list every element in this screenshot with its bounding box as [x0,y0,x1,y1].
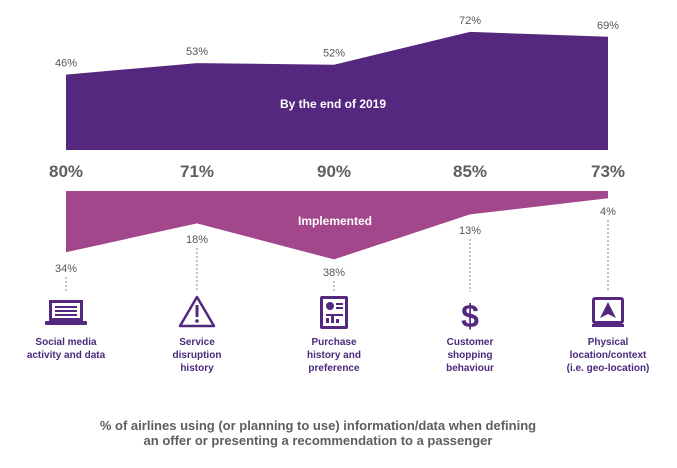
implemented-value-label: 18% [186,234,208,246]
implemented-label: Implemented [298,214,372,228]
warning-icon [178,295,216,328]
implemented-value-label: 38% [323,267,345,279]
svg-text:$: $ [461,298,479,334]
implemented-value-label: 4% [600,206,616,218]
implemented-value-label: 34% [55,263,77,275]
chart-caption: % of airlines using (or planning to use)… [100,418,536,448]
category-label: Physical location/context (i.e. geo-locati… [567,337,650,374]
plan-value-label: 72% [459,15,481,27]
laptop-icon [45,300,87,325]
category-label: Service disruption history [173,337,222,374]
plan-value-label: 52% [323,48,345,60]
category-label: Purchase history and preference [307,337,361,374]
total-label: 73% [591,162,625,181]
total-label: 85% [453,162,487,181]
plan-value-label: 53% [186,46,208,58]
category-label: Customer shopping behaviour [446,337,494,374]
total-label: 71% [180,162,214,181]
dollar-icon: $ [461,298,479,334]
category-label: Social media activity and data [27,337,106,361]
plan-value-label: 46% [55,58,77,70]
total-label: 80% [49,162,83,181]
by-end-2019-label: By the end of 2019 [280,97,386,111]
location-icon [592,297,624,327]
total-label: 90% [317,162,351,181]
implemented-area [66,191,608,260]
document-icon [320,296,348,329]
caption-line: % of airlines using (or planning to use)… [100,418,536,433]
by-end-2019-area [66,31,608,150]
plan-value-label: 69% [597,20,619,32]
caption-line: an offer or presenting a recommendation … [144,433,493,448]
implemented-value-label: 13% [459,225,481,237]
